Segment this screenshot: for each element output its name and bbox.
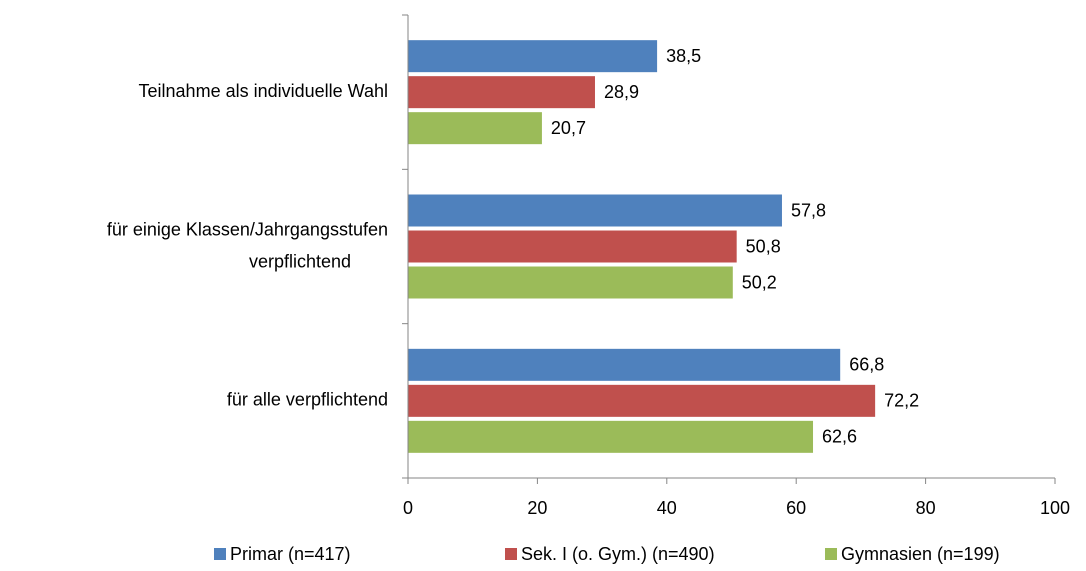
- data-label: 20,7: [551, 118, 586, 138]
- category-label: Teilnahme als individuelle Wahl: [139, 81, 388, 101]
- x-tick-label: 100: [1040, 498, 1070, 518]
- legend-label: Gymnasien (n=199): [841, 544, 1000, 564]
- legend-swatch: [505, 548, 517, 560]
- data-label: 28,9: [604, 82, 639, 102]
- data-label: 72,2: [884, 391, 919, 411]
- data-label: 50,2: [742, 272, 777, 292]
- bar: [408, 348, 841, 381]
- bar: [408, 40, 658, 73]
- bar: [408, 384, 876, 417]
- bar: [408, 230, 737, 263]
- category-label: für einige Klassen/Jahrgangsstufen verpfl…: [107, 219, 388, 271]
- x-tick-label: 80: [916, 498, 936, 518]
- legend-label: Primar (n=417): [230, 544, 351, 564]
- data-label: 66,8: [849, 355, 884, 375]
- data-label: 50,8: [746, 236, 781, 256]
- bar: [408, 266, 733, 299]
- bar: [408, 420, 814, 453]
- bar: [408, 76, 595, 109]
- x-tick-label: 20: [527, 498, 547, 518]
- bar: [408, 194, 782, 227]
- x-tick-label: 40: [657, 498, 677, 518]
- legend-swatch: [214, 548, 226, 560]
- category-label-line: verpflichtend: [249, 251, 351, 271]
- data-label: 57,8: [791, 200, 826, 220]
- legend-swatch: [825, 548, 837, 560]
- data-label: 62,6: [822, 427, 857, 447]
- data-label: 38,5: [666, 46, 701, 66]
- x-tick-label: 0: [403, 498, 413, 518]
- category-label: für alle verpflichtend: [227, 390, 388, 410]
- x-tick-label: 60: [786, 498, 806, 518]
- legend-label: Sek. I (o. Gym.) (n=490): [521, 544, 715, 564]
- bar: [408, 112, 542, 145]
- category-label-line: für einige Klassen/Jahrgangsstufen: [107, 219, 388, 239]
